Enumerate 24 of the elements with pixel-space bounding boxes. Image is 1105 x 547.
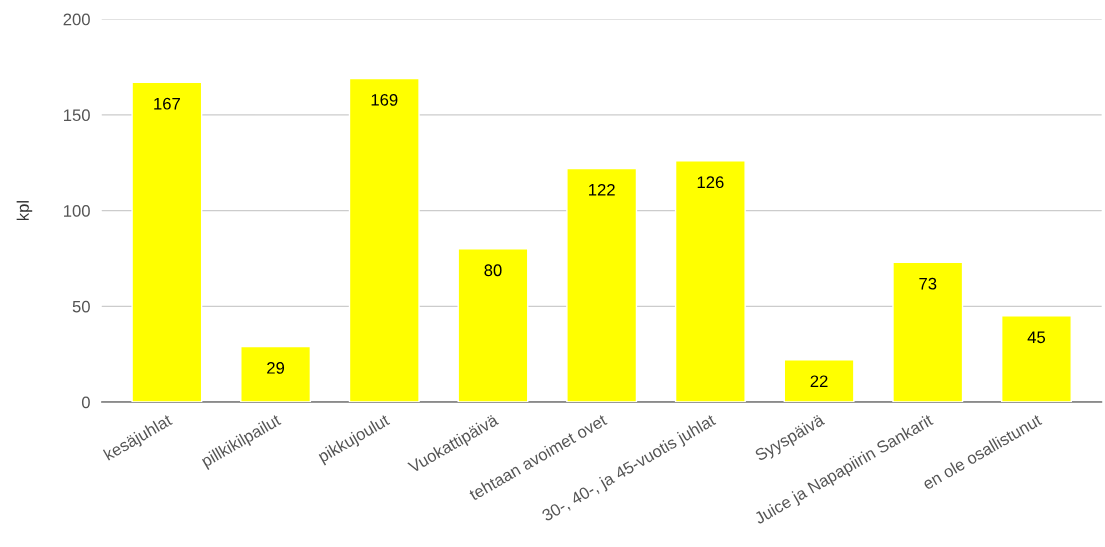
y-tick-label: 50: [72, 300, 90, 313]
data-label: 22: [810, 375, 828, 388]
data-label: 29: [267, 361, 285, 374]
data-label: 167: [154, 97, 180, 110]
data-label: 73: [919, 277, 937, 290]
bar: [566, 167, 638, 403]
y-tick-label: 200: [63, 13, 90, 26]
data-label: 80: [484, 264, 502, 277]
bar: [457, 248, 529, 403]
bar: [892, 261, 964, 403]
data-label: 45: [1027, 331, 1046, 344]
bar: [674, 160, 746, 403]
y-tick-label: 100: [64, 205, 90, 217]
data-label: 126: [697, 176, 724, 189]
bar: [1000, 315, 1072, 403]
y-tick-label: 150: [64, 109, 90, 122]
bar: [783, 359, 855, 403]
data-label: 122: [589, 183, 615, 196]
bar: [348, 77, 420, 403]
y-axis-title: kpl: [16, 201, 33, 221]
y-tick-label: 0: [81, 396, 90, 409]
bar: [240, 345, 312, 403]
data-label: 169: [371, 93, 398, 106]
bar: [131, 81, 203, 403]
